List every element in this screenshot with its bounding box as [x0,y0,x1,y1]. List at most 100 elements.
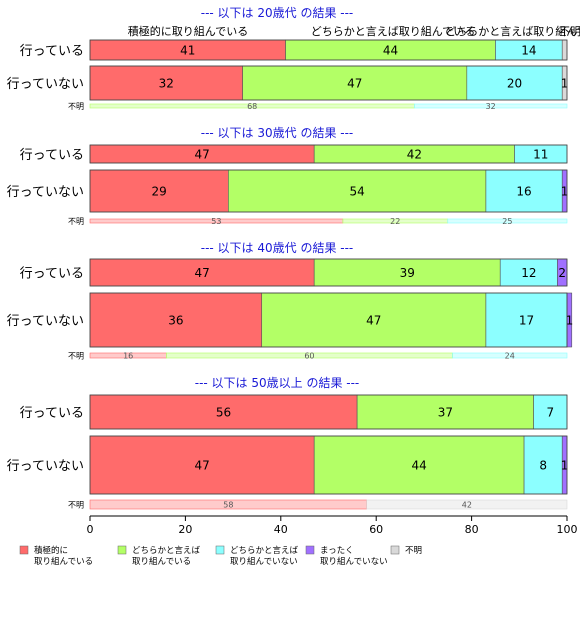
data-label-g1-r1-s0: 29 [152,185,167,199]
data-label-g2-r0-s1: 39 [400,266,415,280]
data-label-g3-r1-s3: 1 [561,459,569,473]
legend-label-0-line1: 積極的に [34,545,68,556]
bar-segment-g2-r0-s2 [499,258,558,287]
bar-outline-g2-r0 [89,258,568,287]
legend-swatch-1 [117,545,127,555]
bar-outline-g3-r1 [89,435,568,495]
data-label-g2-r1-s2: 17 [519,314,534,328]
data-label-g3-r0-s1: 37 [438,406,453,420]
bar-segment-g3-r0-s0 [89,394,358,430]
data-label-g2-r1-s3: 1 [566,314,574,328]
x-tick-label-5: 100 [557,523,578,536]
data-label-g3-r2-s0: 58 [223,501,233,510]
data-label-g3-r2-s4: 42 [462,501,472,510]
bar-segment-g3-r1-s0 [89,435,315,495]
row-label-g2-r1: 行っていない [7,314,84,329]
group-title-0: --- 以下は 20歳代 の結果 --- [201,6,354,20]
data-label-g3-r0-s0: 56 [216,406,231,420]
data-label-g2-r1-s1: 47 [366,314,381,328]
row-label-g3-r1: 行っていない [7,459,84,474]
bar-segment-g0-r2-s2 [414,103,568,109]
bar-segment-g3-r1-s1 [313,435,525,495]
bar-outline-g0-r1 [89,65,568,101]
data-label-g0-r1-s4: 1 [561,77,569,91]
legend-label-3-line2: 取り組んでいない [320,556,388,567]
data-label-g1-r0-s1: 42 [407,148,422,162]
category-top-label-3: 不明 [559,25,580,38]
data-label-g0-r0-s0: 41 [180,44,195,58]
data-label-g3-r1-s2: 8 [539,459,547,473]
legend-label-2-line2: 取り組んでいない [230,556,298,567]
data-label-g3-r1-s1: 44 [411,459,426,473]
legend-label-2-line1: どちらかと言えば [230,545,299,556]
data-label-g1-r2-s2: 25 [502,217,512,226]
data-label-g2-r0-s2: 12 [521,266,536,280]
data-label-g0-r1-s0: 32 [159,77,174,91]
row-label-g1-unknown: 不明 [68,217,84,226]
data-label-g1-r2-s1: 22 [390,217,400,226]
bar-segment-g2-r1-s0 [89,292,263,348]
legend-label-1-line2: 取り組んでいる [132,556,191,567]
row-label-g1-r1: 行っていない [7,185,84,200]
category-top-label-1: どちらかと言えば取り組んでいる [311,25,475,38]
x-tick-label-1: 20 [178,523,192,536]
x-tick-label-4: 80 [465,523,479,536]
data-label-g0-r0-s2: 14 [521,44,536,58]
data-label-g2-r0-s3: 2 [558,266,566,280]
bar-segment-g2-r1-s1 [261,292,487,348]
data-label-g0-r1-s2: 20 [507,77,522,91]
row-label-g0-r0: 行っている [20,44,84,59]
row-label-g3-r0: 行っている [20,406,84,421]
bar-outline-g2-r1 [89,292,568,348]
row-label-g2-r0: 行っている [20,267,84,282]
data-label-g3-r0-s2: 7 [546,406,554,420]
bar-segment-g1-r2-s2 [447,218,568,224]
bar-outline-g1-r0 [89,144,568,164]
bar-segment-g0-r0-s4 [561,39,568,61]
bar-segment-g2-r1-s2 [485,292,568,348]
data-label-g2-r2-s2: 24 [505,352,515,361]
group-title-2: --- 以下は 40歳代 の結果 --- [201,241,354,255]
category-top-label-0: 積極的に取り組んでいる [128,24,248,38]
data-label-g2-r2-s0: 16 [123,352,133,361]
bar-segment-g3-r2-s4 [366,499,568,510]
data-label-g0-r0-s1: 44 [383,44,398,58]
data-label-g2-r2-s1: 60 [304,352,314,361]
data-label-g1-r0-s2: 11 [533,148,548,162]
row-label-g3-unknown: 不明 [68,501,84,510]
row-label-g0-unknown: 不明 [68,102,84,111]
x-tick-label-2: 40 [274,523,288,536]
legend-swatch-0 [19,545,29,555]
data-label-g1-r1-s3: 1 [561,185,569,199]
legend-label-0-line2: 取り組んでいる [34,556,93,567]
data-label-g0-r2-s2: 32 [486,102,496,111]
data-label-g1-r0-s0: 47 [194,148,209,162]
row-label-g1-r0: 行っている [20,148,84,163]
group-title-1: --- 以下は 30歳代 の結果 --- [201,126,354,140]
data-label-g1-r1-s1: 54 [349,185,364,199]
row-label-g0-r1: 行っていない [7,77,84,92]
data-label-g3-r1-s0: 47 [194,459,209,473]
legend-swatch-3 [305,545,315,555]
data-label-g0-r1-s1: 47 [347,77,362,91]
data-label-g0-r2-s1: 68 [247,102,257,111]
bar-segment-g2-r0-s1 [313,258,501,287]
data-label-g2-r0-s0: 47 [194,266,209,280]
data-label-g1-r2-s0: 53 [211,217,221,226]
bar-segment-g3-r0-s1 [356,394,534,430]
bar-segment-g2-r2-s2 [452,352,568,359]
x-tick-label-3: 60 [369,523,383,536]
data-label-g1-r1-s2: 16 [516,185,531,199]
legend-swatch-2 [215,545,225,555]
legend-label-3-line1: まったく [320,546,354,556]
legend-label-1-line1: どちらかと言えば [132,545,201,556]
data-label-g2-r1-s0: 36 [168,314,183,328]
bar-outline-g1-r1 [89,169,568,213]
legend-label-4-line1: 不明 [405,546,422,556]
bar-segment-g1-r1-s1 [228,169,487,213]
legend-swatch-4 [390,545,400,555]
row-label-g2-unknown: 不明 [68,352,84,361]
x-tick-label-0: 0 [87,523,94,536]
